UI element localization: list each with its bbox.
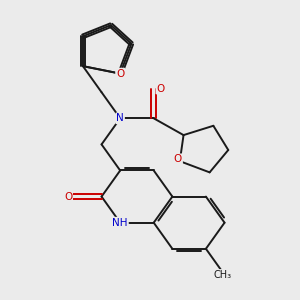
Text: O: O bbox=[64, 192, 72, 202]
Text: O: O bbox=[116, 69, 124, 79]
Text: O: O bbox=[174, 154, 182, 164]
Text: NH: NH bbox=[112, 218, 128, 228]
Text: O: O bbox=[156, 83, 165, 94]
Text: N: N bbox=[116, 113, 124, 123]
Text: CH₃: CH₃ bbox=[214, 270, 232, 280]
